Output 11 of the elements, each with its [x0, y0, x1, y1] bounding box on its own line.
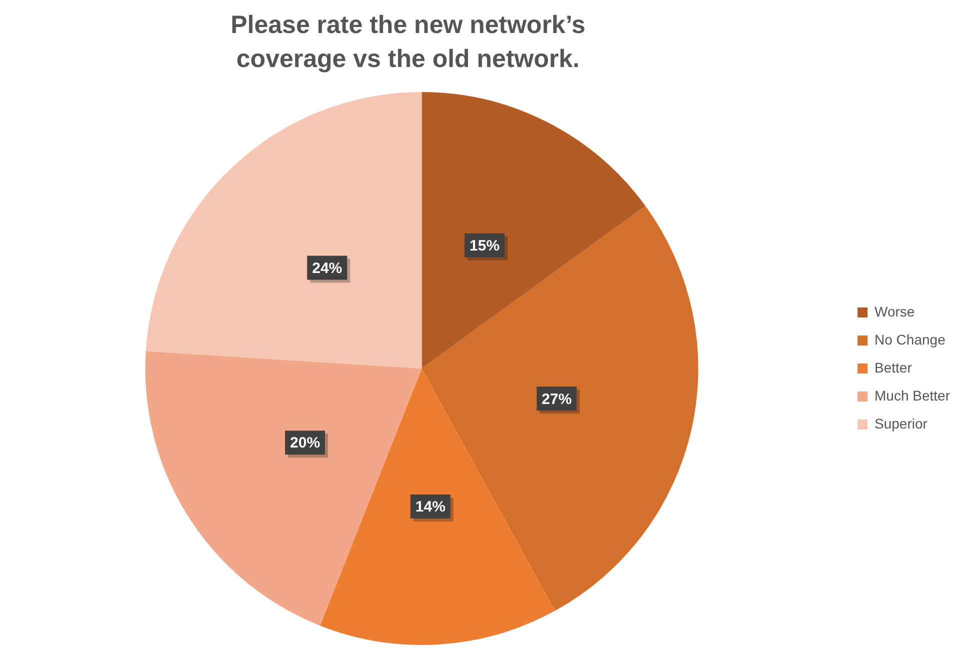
legend-label: Superior — [874, 415, 928, 432]
chart-title: Please rate the new network’s coverage vs the old network. — [230, 10, 586, 75]
data-label: 20% — [290, 434, 320, 452]
data-label: 15% — [470, 237, 500, 254]
legend-label: No Change — [874, 331, 946, 348]
data-label: 14% — [415, 498, 446, 516]
data-label: 27% — [542, 390, 572, 408]
data-label: 24% — [312, 260, 342, 277]
legend-label: Much Better — [874, 387, 950, 404]
legend-label: Worse — [874, 303, 915, 320]
legend-label: Better — [874, 359, 912, 376]
